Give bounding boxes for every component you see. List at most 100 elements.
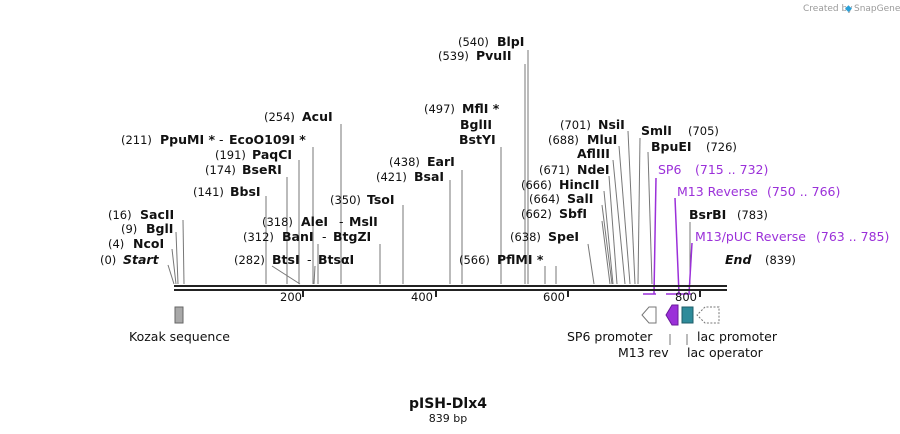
- ruler-ticks: [302, 290, 701, 297]
- credit-brand: SnapGene: [854, 4, 900, 14]
- site-eari-name: EarI: [427, 154, 455, 169]
- site-bani-name: BanI: [282, 229, 314, 244]
- site-blpi-name: BlpI: [497, 34, 524, 49]
- site-bstyi-name: BstYI: [459, 132, 496, 147]
- end-position: (839): [765, 253, 796, 267]
- site-sbfi-position: (662): [521, 207, 552, 221]
- site-tsoi-name: TsoI: [367, 192, 395, 207]
- site-bsai-position: (421): [376, 170, 407, 184]
- site-bpuei-position: (726): [706, 140, 737, 154]
- site-msli-name: MslI: [349, 214, 378, 229]
- site-bglii-name: BglII: [460, 117, 492, 132]
- site-alei-position: (318): [262, 215, 293, 229]
- tick-label-800: 800: [675, 290, 697, 304]
- site-blpi-position: (540): [458, 35, 489, 49]
- sp6-promoter-arrow-icon: [641, 306, 657, 324]
- site-spei-position: (638): [510, 230, 541, 244]
- site-tsoi-position: (350): [330, 193, 361, 207]
- feature-lac-promoter-label: lac promoter: [697, 329, 778, 344]
- site-ecoo109i-name: EcoO109I *: [229, 132, 306, 147]
- site-smli-position: (705): [688, 124, 719, 138]
- lac-promoter-arrow-icon: [696, 306, 720, 324]
- site-sbfi-name: SbfI: [559, 206, 587, 221]
- site-sali-name: SalI: [567, 191, 593, 206]
- site-mlui-name: MluI: [587, 132, 617, 147]
- snapgene-logo-icon: ◆: [845, 4, 852, 14]
- site-ncoi-name: NcoI: [133, 236, 164, 251]
- site-nsii-position: (701): [560, 118, 591, 132]
- svg-text:-: -: [219, 132, 224, 147]
- primer-m13-reverse-range: (750 .. 766): [767, 184, 840, 199]
- site-eari-position: (438): [389, 155, 420, 169]
- site-bseri-name: BseRI: [242, 162, 282, 177]
- site-bsai-name: BsaI: [414, 169, 444, 184]
- kozak-sequence-box: [174, 306, 184, 324]
- site-acui-name: AcuI: [302, 109, 333, 124]
- credit-prefix: Created by: [803, 4, 853, 14]
- site-leader-lines: [167, 50, 691, 285]
- site-bsrbi-name: BsrBI: [689, 207, 726, 222]
- site-pvuii-name: PvuII: [476, 48, 512, 63]
- site-paqci-name: PaqCI: [252, 147, 292, 162]
- end-label: End: [725, 252, 752, 267]
- primer-sp6-name: SP6: [658, 162, 681, 177]
- site-bpuei-name: BpuEI: [651, 139, 692, 154]
- site-btsi-name: BtsI: [272, 252, 300, 267]
- site-paqci-position: (191): [215, 148, 246, 162]
- site-alei-name: AleI: [301, 214, 328, 229]
- site-acui-position: (254): [264, 110, 295, 124]
- site-mfli-name: MflI *: [462, 101, 500, 116]
- site-ppumi-position: (211): [121, 133, 152, 147]
- site-btsai-name: BtsαI: [318, 252, 354, 267]
- site-ndei-name: NdeI: [577, 162, 610, 177]
- site-ndei-position: (671): [539, 163, 570, 177]
- start-position: (0): [100, 253, 116, 267]
- site-sali-position: (664): [529, 192, 560, 206]
- primer-sp6-range: (715 .. 732): [695, 162, 768, 177]
- m13-rev-arrow-icon: [665, 304, 679, 326]
- site-nsii-name: NsiI: [598, 117, 625, 132]
- plasmid-length: 839 bp: [429, 412, 467, 425]
- tick-label-200: 200: [280, 290, 302, 304]
- site-ppumi-name: PpuMI *: [160, 132, 215, 147]
- site-pflmi-position: (566): [459, 253, 490, 267]
- site-ncoi-position: (4): [108, 237, 124, 251]
- site-sacii-position: (16): [108, 208, 132, 222]
- svg-text:-: -: [307, 252, 312, 267]
- site-pflmi-name: PflMI *: [497, 252, 544, 267]
- site-bani-position: (312): [243, 230, 274, 244]
- site-hincii-name: HincII: [559, 177, 599, 192]
- feature-kozak-label: Kozak sequence: [129, 329, 230, 344]
- site-smli-name: SmlI: [641, 123, 672, 138]
- site-spei-name: SpeI: [548, 229, 579, 244]
- site-pvuii-position: (539): [438, 49, 469, 63]
- site-btsi-position: (282): [234, 253, 265, 267]
- svg-text:-: -: [339, 214, 344, 229]
- start-label: Start: [123, 252, 160, 267]
- site-bgli-position: (9): [121, 222, 137, 236]
- site-hincii-position: (666): [521, 178, 552, 192]
- site-btgzi-name: BtgZI: [333, 229, 371, 244]
- tick-label-600: 600: [543, 290, 565, 304]
- site-bgli-name: BglI: [146, 221, 173, 236]
- primer-lines: [643, 177, 693, 295]
- site-bseri-position: (174): [205, 163, 236, 177]
- svg-text:-: -: [322, 229, 327, 244]
- feature-lac-operator-label: lac operator: [687, 345, 764, 360]
- site-mfli-position: (497): [424, 102, 455, 116]
- feature-m13-rev-label: M13 rev: [618, 345, 669, 360]
- site-bbsi-name: BbsI: [230, 184, 261, 199]
- lac-operator-box: [681, 306, 694, 324]
- tick-label-400: 400: [411, 290, 433, 304]
- site-bsrbi-position: (783): [737, 208, 768, 222]
- primer-m13-puc-reverse-name: M13/pUC Reverse: [695, 229, 806, 244]
- site-afliii-name: AflIII: [577, 146, 610, 161]
- primer-m13-reverse-name: M13 Reverse: [677, 184, 758, 199]
- site-mlui-position: (688): [548, 133, 579, 147]
- feature-sp6-promoter-label: SP6 promoter: [567, 329, 653, 344]
- primer-m13-puc-reverse-range: (763 .. 785): [816, 229, 889, 244]
- site-bbsi-position: (141): [193, 185, 224, 199]
- site-sacii-name: SacII: [140, 207, 174, 222]
- plasmid-name: pISH-Dlx4: [409, 396, 487, 412]
